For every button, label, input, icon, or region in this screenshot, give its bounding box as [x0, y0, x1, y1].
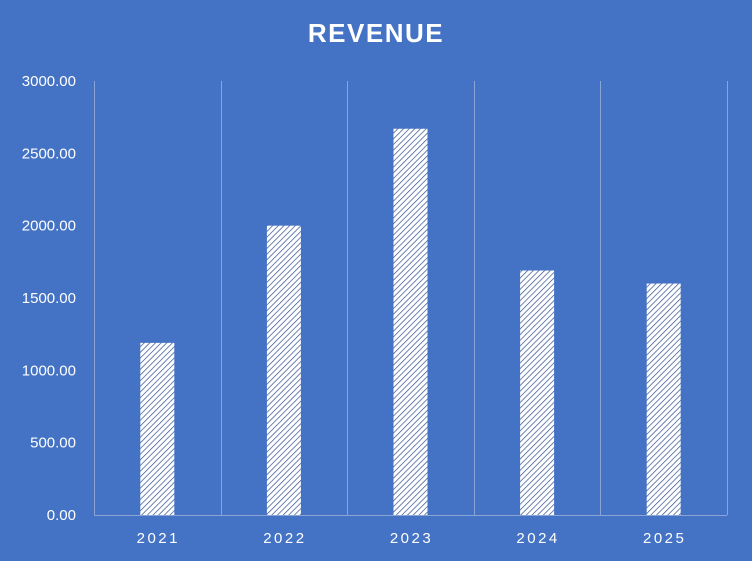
x-tick-label: 2022: [263, 530, 306, 547]
y-tick-label: 2500.00: [22, 145, 76, 162]
y-tick-label: 2000.00: [22, 218, 76, 235]
bar-2025: [646, 283, 681, 515]
y-tick-label: 0.00: [47, 507, 76, 524]
bar-2021: [140, 342, 175, 515]
y-tick-label: 1000.00: [22, 362, 76, 379]
x-tick-label: 2025: [643, 530, 686, 547]
bar-2023: [393, 128, 428, 516]
x-tick-label: 2021: [137, 530, 180, 547]
bar-2022: [266, 225, 301, 515]
x-tick-label: 2023: [390, 530, 433, 547]
y-tick-label: 500.00: [30, 435, 76, 452]
chart-title: REVENUE: [307, 18, 445, 48]
bar-2024: [520, 270, 555, 515]
y-tick-label: 3000.00: [22, 73, 76, 90]
y-tick-label: 1500.00: [22, 290, 76, 307]
x-tick-label: 2024: [516, 530, 559, 547]
